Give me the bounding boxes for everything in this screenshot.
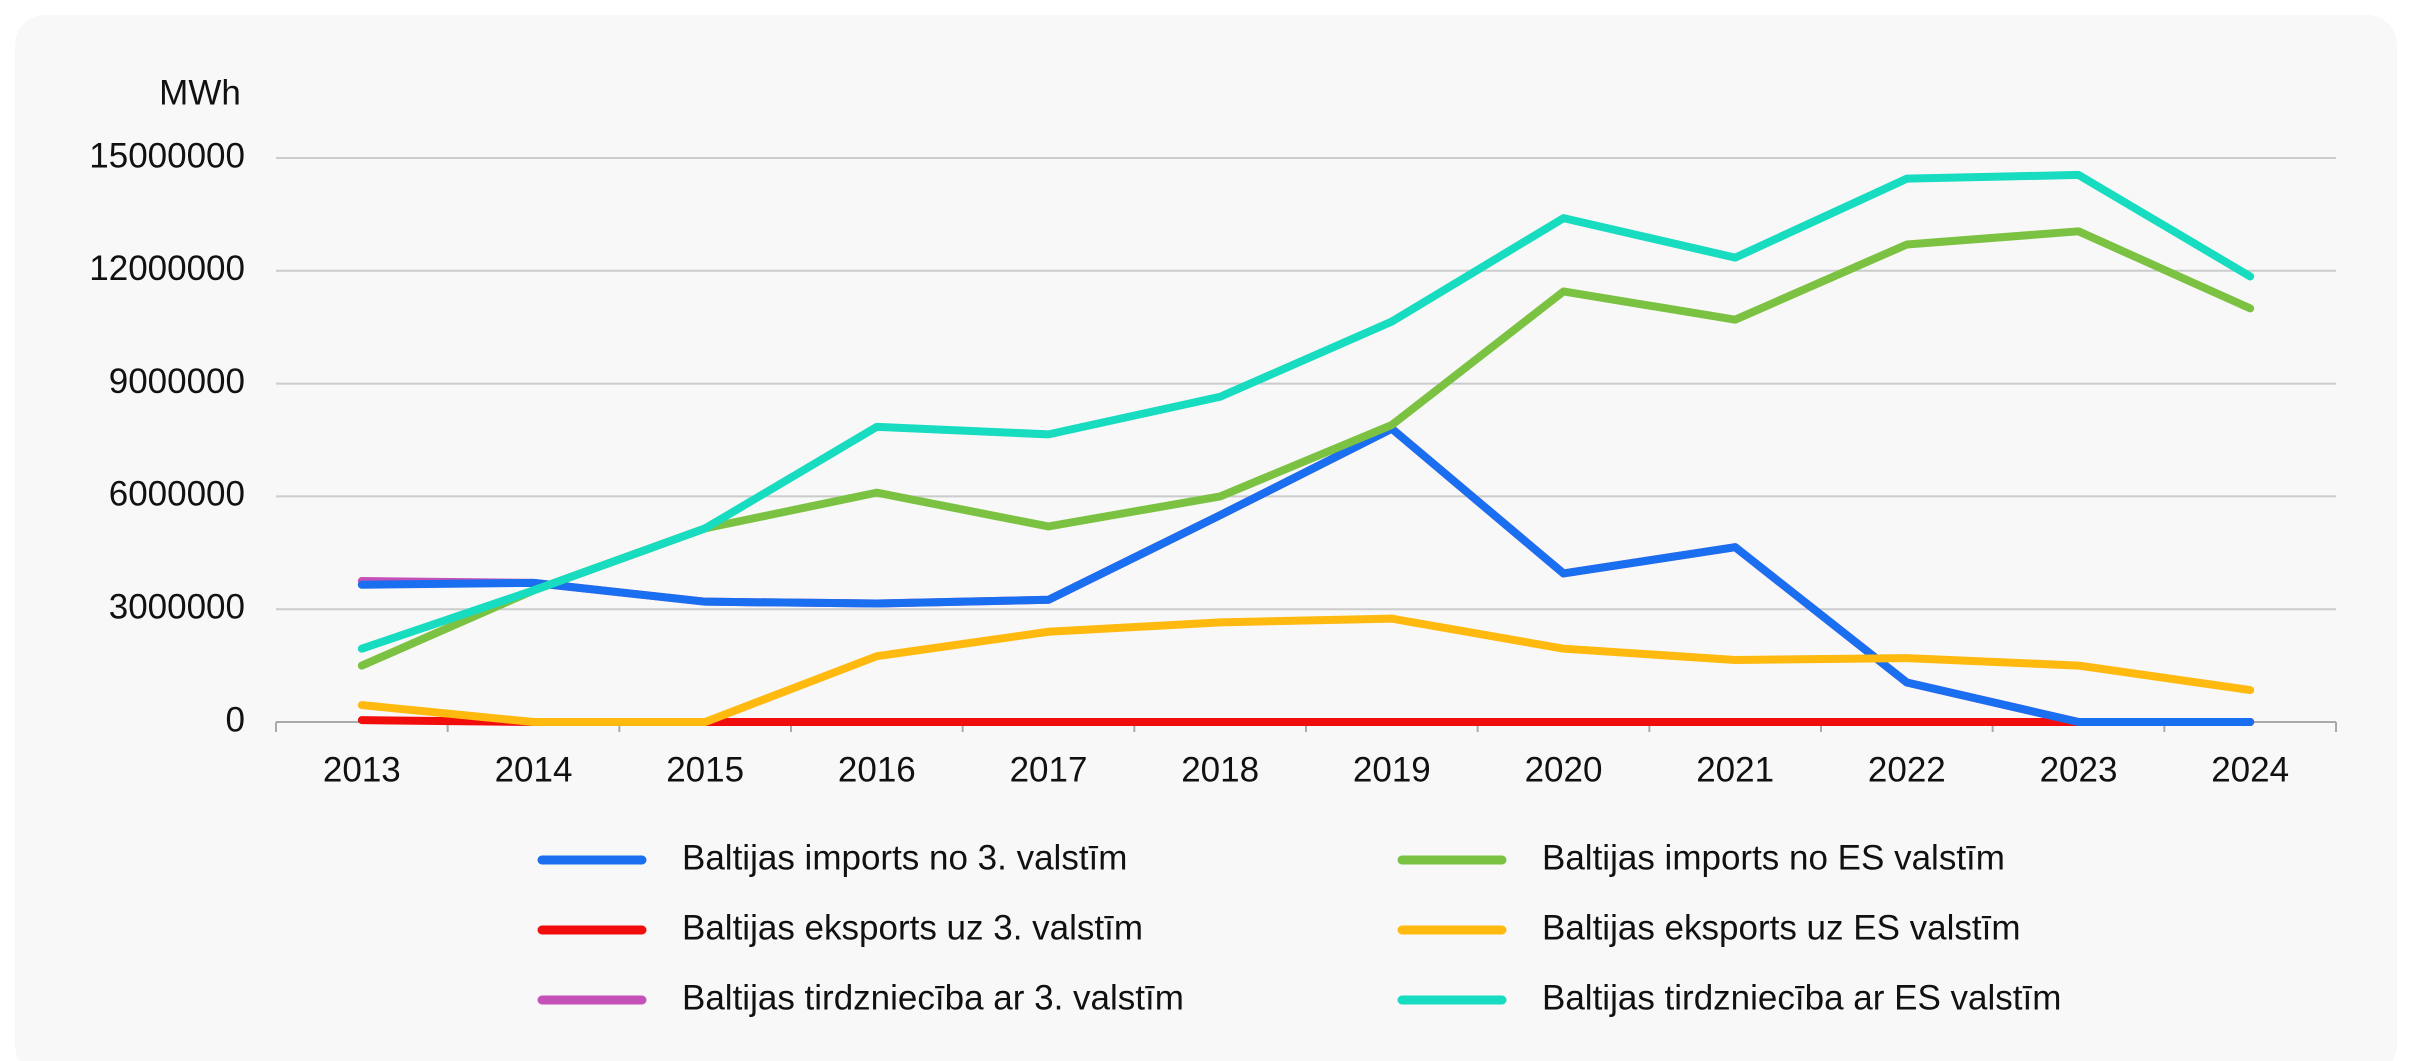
x-tick-label: 2021 [1696,750,1774,789]
legend-label: Baltijas tirdzniecība ar 3. valstīm [682,978,1184,1017]
series-line [357,170,2255,653]
x-tick-label: 2013 [323,750,401,789]
y-tick-label: 3000000 [109,587,245,626]
x-tick-label: 2020 [1525,750,1603,789]
legend-label: Baltijas imports no ES valstīm [1542,838,2005,877]
x-tick-label: 2023 [2040,750,2118,789]
legend-label: Baltijas tirdzniecība ar ES valstīm [1542,978,2061,1017]
x-tick-label: 2018 [1181,750,1259,789]
legend-label: Baltijas eksports uz 3. valstīm [682,908,1143,947]
x-tick-label: 2016 [838,750,916,789]
x-tick-label: 2024 [2211,750,2289,789]
legend-label: Baltijas imports no 3. valstīm [682,838,1127,877]
x-tick-label: 2017 [1010,750,1088,789]
x-tick-label: 2022 [1868,750,1946,789]
y-tick-label: 12000000 [89,249,245,288]
series-line [357,614,2255,726]
y-axis-label: MWh [159,73,241,112]
y-tick-label: 6000000 [109,475,245,514]
x-tick-label: 2015 [666,750,744,789]
card [15,15,2397,1061]
x-tick-label: 2019 [1353,750,1431,789]
x-tick-label: 2014 [495,750,573,789]
y-tick-label: 9000000 [109,362,245,401]
legend-label: Baltijas eksports uz ES valstīm [1542,908,2021,947]
y-tick-label: 15000000 [89,136,245,175]
y-tick-label: 0 [226,700,245,739]
series-line [357,424,2255,726]
